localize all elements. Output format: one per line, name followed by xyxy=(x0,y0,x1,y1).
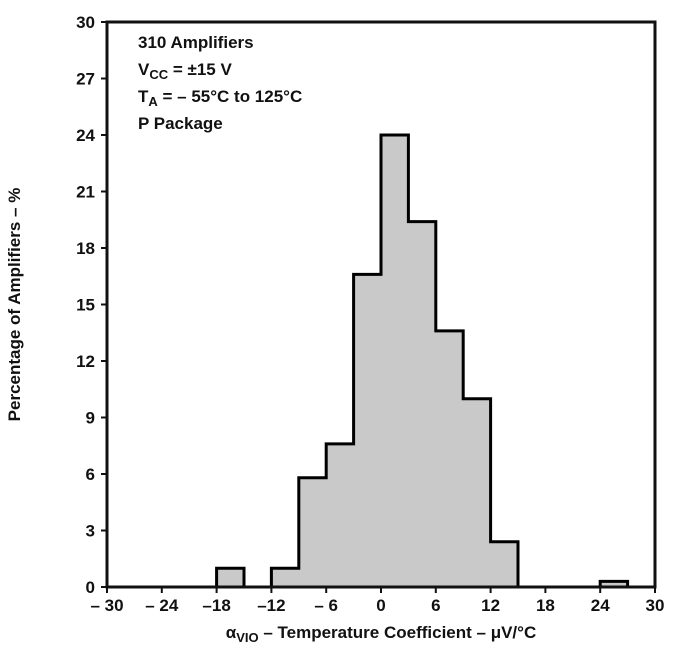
x-tick-label: 0 xyxy=(376,596,385,615)
axes-layer xyxy=(101,21,656,593)
x-axis-title: αVIO – Temperature Coefficient – μV/°C xyxy=(226,623,536,644)
histogram-bars xyxy=(215,566,246,589)
y-tick-label: 24 xyxy=(76,126,95,145)
x-tick-label: – 30 xyxy=(90,596,123,615)
y-tick-label: 9 xyxy=(86,409,95,428)
y-tick-label: 30 xyxy=(76,13,95,32)
x-tick-label: 24 xyxy=(591,596,610,615)
annotation-line: P Package xyxy=(138,114,223,133)
y-axis-title: Percentage of Amplifiers – % xyxy=(5,188,24,422)
x-tick-label: –18 xyxy=(202,596,230,615)
annotation-line: 310 Amplifiers xyxy=(138,33,254,52)
x-tick-label: – 24 xyxy=(145,596,179,615)
y-tick-label: 21 xyxy=(76,183,95,202)
x-tick-label: –12 xyxy=(257,596,285,615)
y-tick-label: 15 xyxy=(76,296,95,315)
y-tick-label: 6 xyxy=(86,465,95,484)
y-tick-label: 0 xyxy=(86,578,95,597)
x-tick-label: 18 xyxy=(536,596,555,615)
y-tick-label: 18 xyxy=(76,239,95,258)
histogram-bars xyxy=(269,133,520,589)
annotation-line: VCC = ±15 V xyxy=(138,60,232,82)
y-tick-label: 27 xyxy=(76,70,95,89)
y-tick-label: 3 xyxy=(86,522,95,541)
x-tick-label: 30 xyxy=(646,596,665,615)
x-tick-label: 6 xyxy=(431,596,440,615)
bars-layer xyxy=(215,133,630,589)
annotation-line: TA = – 55°C to 125°C xyxy=(138,87,302,109)
labels-layer: – 30 – 24 –18 –12 – 6 0 6 12 18 24 30 0 3 6 9 12 15 18 21 2… xyxy=(5,13,665,645)
x-tick-label: – 6 xyxy=(314,596,338,615)
y-tick-label: 12 xyxy=(76,352,95,371)
x-tick-label: 12 xyxy=(481,596,500,615)
